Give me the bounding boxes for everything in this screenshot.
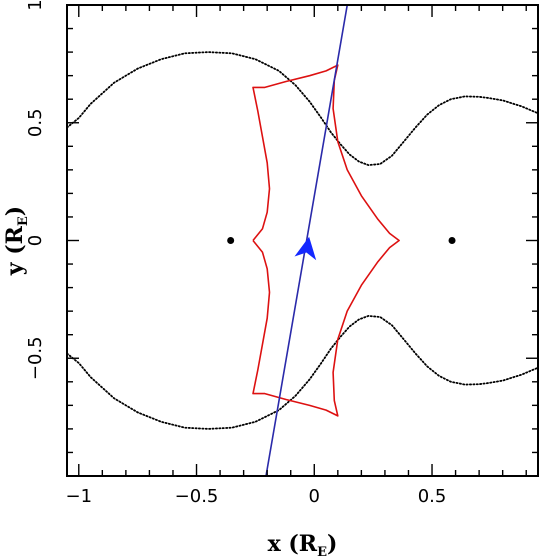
critical-curve-lower bbox=[67, 314, 538, 430]
x-axis-label-subscript: E bbox=[317, 545, 327, 557]
x-tick-label: 0.5 bbox=[418, 486, 447, 507]
direction-arrow bbox=[294, 236, 317, 261]
plot-frame bbox=[66, 4, 539, 477]
plot-content bbox=[67, 5, 538, 476]
y-tick-label: 1 bbox=[25, 0, 46, 11]
lens-point-2 bbox=[448, 237, 456, 244]
x-tick-label: −1 bbox=[66, 486, 93, 507]
axis-ticks bbox=[67, 4, 538, 477]
x-tick-label: −0.5 bbox=[175, 486, 219, 507]
y-axis-label-subscript: E bbox=[16, 216, 31, 226]
critical-curve-upper bbox=[67, 51, 538, 167]
caustic-curve bbox=[252, 64, 400, 417]
x-axis-label-main: x (R bbox=[268, 531, 318, 557]
x-tick-label: 0 bbox=[309, 486, 320, 507]
y-axis-label-close: ) bbox=[2, 206, 28, 216]
y-tick-label: 0.5 bbox=[25, 108, 46, 137]
y-axis-label: y (RE) bbox=[2, 206, 31, 276]
x-axis-label-close: ) bbox=[327, 531, 337, 557]
lens-point-1 bbox=[227, 237, 235, 244]
y-axis-label-main: y (R bbox=[2, 225, 28, 276]
tick-labels: −1 −0.5 0 0.5 1 0.5 0 −0.5 bbox=[25, 0, 446, 507]
x-axis-label: x (RE) bbox=[268, 531, 338, 557]
y-tick-label: −0.5 bbox=[25, 336, 46, 380]
y-tick-label: 0 bbox=[25, 235, 46, 246]
